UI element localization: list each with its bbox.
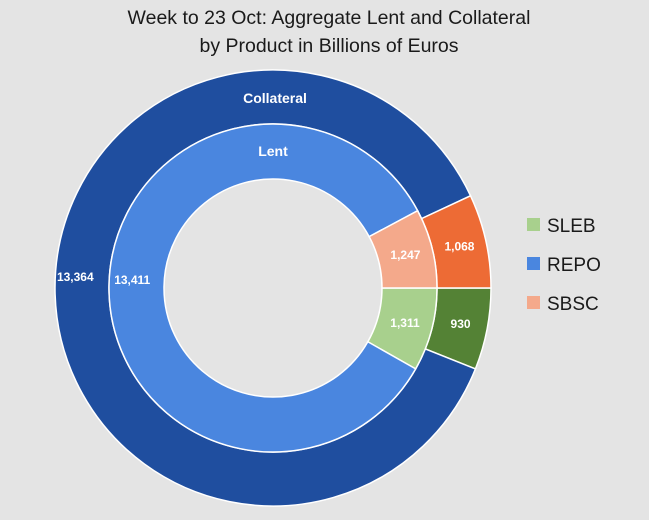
legend-swatch-sbsc [527, 296, 540, 309]
collateral-value-label-repo: 13,364 [57, 270, 94, 284]
collateral-value-label-sbsc: 1,068 [444, 240, 474, 254]
legend-item-sbsc: SBSC [527, 294, 599, 315]
legend-label-repo: REPO [547, 255, 601, 276]
legend-item-sleb: SLEB [527, 216, 596, 237]
legend-label-sbsc: SBSC [547, 294, 599, 315]
collateral-ring [54, 69, 492, 507]
legend-label-sleb: SLEB [547, 216, 596, 237]
lent-ring [108, 123, 438, 453]
legend-swatch-repo [527, 257, 540, 270]
lent-value-label-repo: 13,411 [114, 273, 150, 287]
lent-value-label-sbsc: 1,247 [390, 248, 420, 262]
chart-title-line-2: by Product in Billions of Euros [199, 35, 458, 57]
lent-value-label-sleb: 1,311 [390, 316, 420, 330]
legend-swatch-sleb [527, 218, 540, 231]
lent-slice-sbsc [368, 209, 438, 289]
legend: SLEB REPO SBSC [527, 216, 601, 315]
lent-ring-label: Lent [258, 143, 288, 159]
chart-title-line-1: Week to 23 Oct: Aggregate Lent and Colla… [128, 7, 531, 29]
collateral-ring-label: Collateral [243, 90, 307, 106]
lent-slice-repo [108, 123, 419, 453]
collateral-value-label-sleb: 930 [451, 317, 471, 331]
legend-item-repo: REPO [527, 255, 601, 276]
value-labels: 930 13,364 1,068 1,311 13,411 1,247 [57, 240, 475, 331]
